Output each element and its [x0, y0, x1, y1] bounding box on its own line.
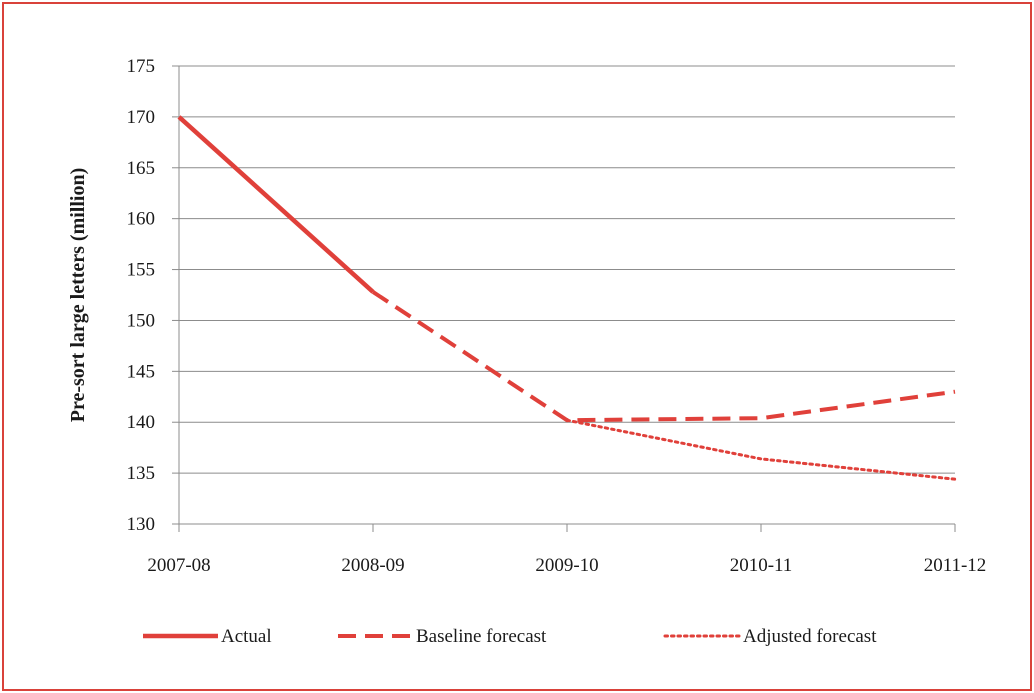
series-line-adjusted-forecast — [565, 418, 957, 481]
y-tick-label: 155 — [127, 260, 156, 281]
legend-label: Baseline forecast — [416, 626, 547, 647]
series-lines — [177, 115, 957, 481]
x-tick-label: 2010-11 — [730, 555, 793, 576]
legend: Actual Baseline forecast Adjusted forecast — [143, 626, 877, 647]
y-tick-label: 170 — [127, 107, 156, 128]
x-tick-label: 2009-10 — [535, 555, 598, 576]
y-axis-label: Pre-sort large letters (million) — [67, 168, 89, 423]
y-tick-label: 165 — [127, 158, 156, 179]
x-tick-label: 2007-08 — [147, 555, 210, 576]
x-tick-label: 2011-12 — [924, 555, 987, 576]
y-tick-label: 130 — [127, 514, 156, 535]
series-line-actual — [177, 115, 375, 294]
series-line-baseline-forecast — [371, 290, 956, 423]
legend-label: Actual — [221, 626, 272, 647]
y-tick-label: 135 — [127, 463, 156, 484]
y-tick-label: 160 — [127, 209, 156, 230]
x-tick-labels: 2007-08 2008-09 2009-10 2010-11 2011-12 — [147, 555, 986, 576]
x-tick-label: 2008-09 — [341, 555, 404, 576]
gridlines — [179, 65, 955, 474]
y-tick-label: 140 — [127, 412, 156, 433]
y-tick-label: 175 — [127, 56, 156, 77]
y-tick-labels: 130 135 140 145 150 155 160 165 170 175 — [127, 56, 156, 535]
y-tick-label: 150 — [127, 310, 156, 331]
legend-label: Adjusted forecast — [743, 626, 877, 647]
y-tick-label: 145 — [127, 361, 156, 382]
axes — [172, 65, 956, 532]
